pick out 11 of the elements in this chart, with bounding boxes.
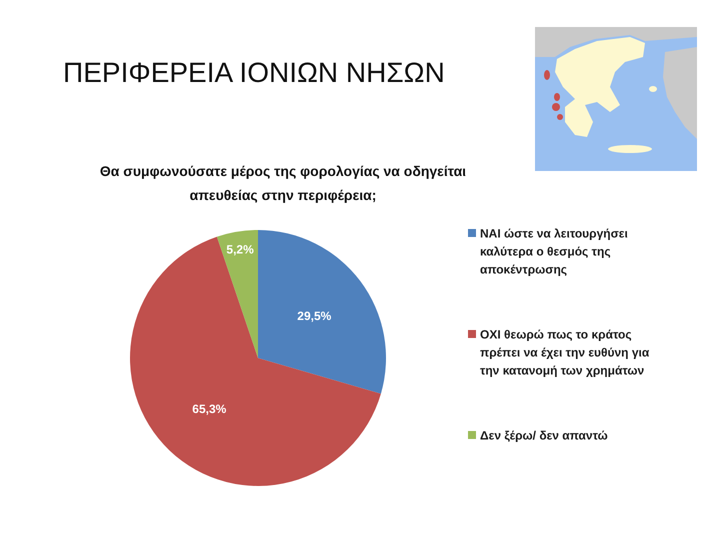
- legend-label: Δεν ξέρω/ δεν απαντώ: [480, 428, 608, 442]
- data-label: 5,2%: [226, 242, 254, 257]
- legend-label: ΝΑΙ ώστε να λειτουργήσει καλύτερα ο θεσμός της αποκέντρωσης: [480, 226, 628, 276]
- data-label: 65,3%: [192, 402, 227, 416]
- chart-subtitle: Θα συμφωνούσατε μέρος της φορολογίας να οδηγείται απευθείας στην περιφέρεια;: [100, 163, 466, 203]
- pie-slice: [258, 230, 386, 394]
- pie-slice: [216, 230, 258, 358]
- chart-title: ΠΕΡΙΦΕΡΕΙΑ ΙΟΝΙΩΝ ΝΗΣΩΝ: [63, 57, 445, 88]
- pie-slice: [130, 236, 381, 486]
- legend-label: ΟΧΙ θεωρώ πως το κράτος πρέπει να έχει την ευθύνη για την κατανομή των χρημάτων: [480, 328, 650, 378]
- data-label: 29,5%: [297, 308, 332, 323]
